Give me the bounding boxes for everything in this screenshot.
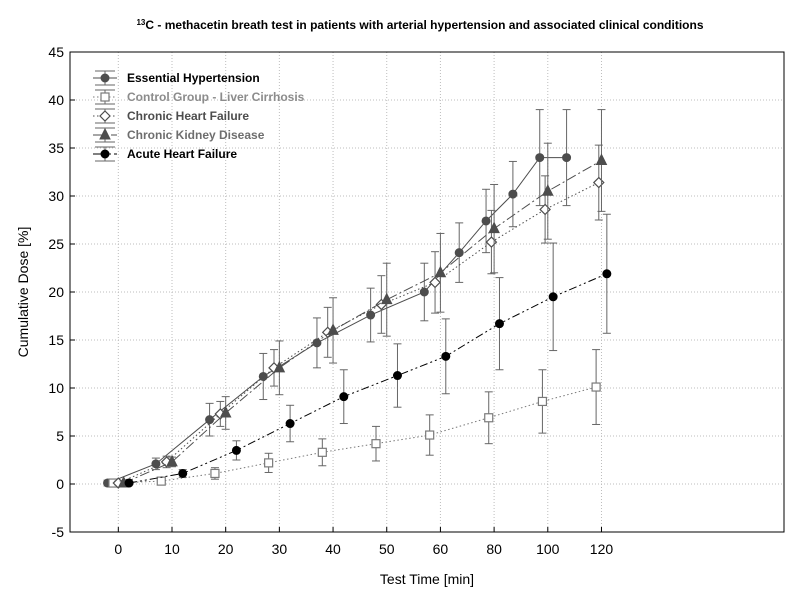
y-tick-label: -5: [52, 524, 65, 540]
y-axis-label: Cumulative Dose [%]: [15, 227, 31, 358]
chart-title-main: C - methacetin breath test in patients w…: [145, 18, 703, 32]
legend-item: Chronic Heart Failure: [93, 108, 249, 124]
x-tick-label: 100: [536, 541, 560, 557]
x-ticks: 0 10 20 30 40 50 60 80 100 120: [114, 527, 613, 557]
data-point: [537, 396, 548, 407]
y-tick-label: 45: [48, 44, 64, 60]
data-point: [339, 392, 349, 402]
data-point: [595, 153, 608, 165]
data-point: [508, 189, 518, 199]
x-tick-label: 30: [272, 541, 288, 557]
data-point: [219, 405, 232, 418]
data-point: [258, 371, 268, 381]
series-line: [118, 182, 600, 484]
data-point: [156, 476, 166, 486]
x-tick-label: 40: [325, 541, 341, 557]
legend-marker: [100, 92, 110, 102]
x-tick-label: 0: [114, 541, 122, 557]
data-point: [494, 319, 504, 329]
legend: Essential Hypertension Control Group - Li…: [93, 70, 305, 162]
legend-label: Control Group - Liver Cirrhosis: [127, 90, 305, 104]
data-point: [273, 360, 286, 373]
y-tick-label: 35: [48, 140, 64, 156]
data-point: [429, 276, 441, 289]
data-point: [231, 445, 241, 455]
data-point: [541, 184, 554, 196]
legend-marker: [100, 149, 110, 159]
data-point: [264, 458, 274, 468]
x-tick-label: 20: [218, 541, 234, 557]
data-point: [434, 265, 447, 278]
legend-marker: [100, 73, 110, 83]
series-line: [123, 160, 602, 484]
data-point: [285, 419, 295, 429]
data-point: [205, 415, 215, 425]
series-layer: [103, 109, 612, 489]
series-3: [117, 109, 608, 488]
legend-label: Chronic Heart Failure: [127, 109, 249, 123]
y-tick-label: 30: [48, 188, 64, 204]
series-4: [124, 213, 612, 488]
y-tick-label: 20: [48, 284, 64, 300]
data-point: [327, 323, 339, 335]
y-tick-label: 0: [56, 476, 64, 492]
data-point: [166, 454, 178, 467]
series-line: [107, 157, 567, 484]
data-point: [151, 459, 161, 469]
data-point: [602, 269, 612, 279]
x-tick-label: 10: [164, 541, 180, 557]
data-point: [454, 248, 464, 258]
data-point: [419, 287, 429, 297]
legend-label: Chronic Kidney Disease: [127, 128, 265, 142]
x-tick-label: 80: [486, 541, 502, 557]
legend-item: Acute Heart Failure: [93, 146, 237, 162]
chart-title-superscript: 13: [136, 18, 145, 27]
data-point: [535, 153, 545, 163]
data-point: [591, 382, 601, 392]
y-tick-label: 5: [56, 428, 64, 444]
data-point: [371, 439, 381, 449]
data-point: [548, 292, 558, 302]
data-point: [178, 468, 188, 478]
data-point: [392, 371, 402, 381]
legend-marker: [99, 110, 111, 122]
chart-title: 13C - methacetin breath test in patients…: [136, 18, 703, 32]
data-point: [124, 478, 134, 488]
data-point: [484, 413, 494, 423]
legend-item: Chronic Kidney Disease: [93, 127, 265, 143]
y-tick-label: 10: [48, 380, 64, 396]
legend-item: Essential Hypertension: [93, 70, 260, 86]
data-point: [380, 292, 393, 305]
data-point: [317, 447, 327, 457]
y-tick-label: 15: [48, 332, 64, 348]
data-point: [312, 338, 322, 348]
y-tick-label: 25: [48, 236, 64, 252]
x-axis-label: Test Time [min]: [380, 571, 474, 587]
data-point: [366, 310, 376, 320]
data-point: [210, 468, 220, 479]
legend-item: Control Group - Liver Cirrhosis: [93, 89, 305, 105]
legend-label: Essential Hypertension: [127, 71, 260, 85]
x-tick-label: 60: [433, 541, 449, 557]
data-point: [481, 216, 491, 226]
legend-marker: [99, 127, 111, 140]
y-tick-label: 40: [48, 92, 64, 108]
data-point: [562, 153, 572, 163]
x-tick-label: 120: [590, 541, 614, 557]
legend-label: Acute Heart Failure: [127, 147, 237, 161]
data-point: [441, 351, 451, 361]
data-point: [425, 430, 435, 440]
x-tick-label: 50: [379, 541, 395, 557]
data-point: [488, 221, 500, 234]
y-ticks: -5 0 5 10 15 20 25 30 35 40 45: [48, 44, 75, 540]
